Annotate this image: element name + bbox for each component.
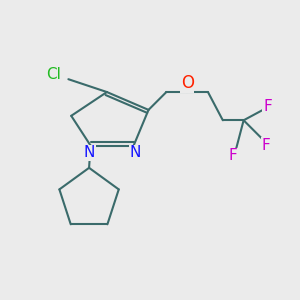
Text: N: N <box>83 146 95 160</box>
Text: O: O <box>181 74 194 92</box>
Text: F: F <box>263 99 272 114</box>
Text: N: N <box>130 146 141 160</box>
Text: F: F <box>262 138 270 153</box>
Text: F: F <box>229 148 238 164</box>
Text: Cl: Cl <box>46 67 61 82</box>
